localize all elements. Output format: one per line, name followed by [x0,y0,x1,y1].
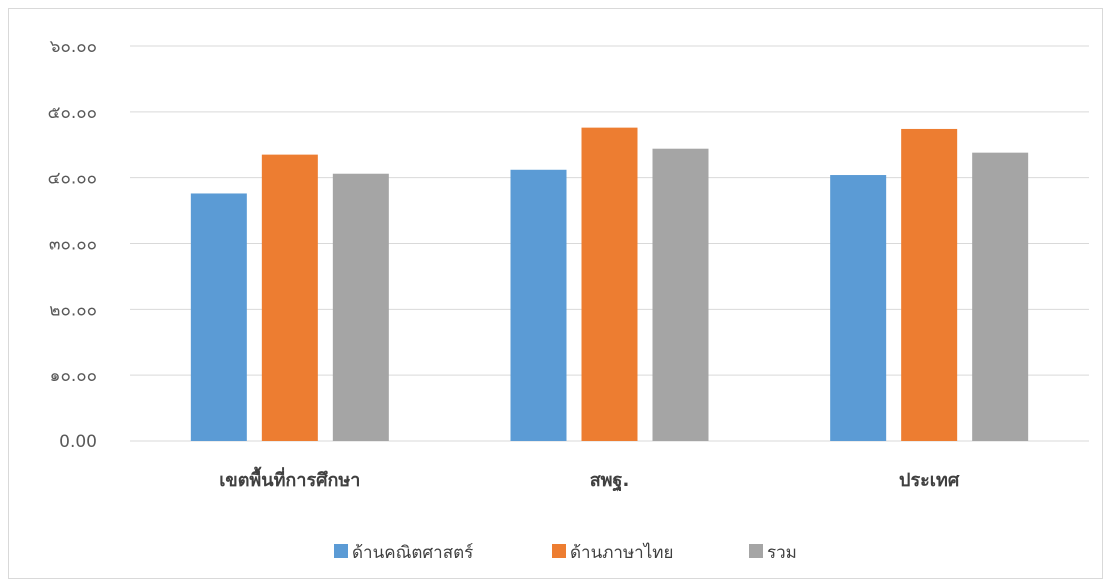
bar [510,169,567,441]
x-category-label: เขตพื้นที่การศึกษา [219,466,360,491]
y-tick-label: ๑๐.๐๐ [50,366,97,386]
bar [190,193,247,441]
legend-swatch [334,544,348,558]
bar [901,128,958,441]
x-axis-category-labels: เขตพื้นที่การศึกษา สพฐ. ประเทศ [219,466,960,492]
legend-label: ด้านคณิตศาสตร์ [352,543,473,563]
y-tick-label: ๕๐.๐๐ [48,103,97,123]
legend-label: ด้านภาษาไทย [570,542,673,563]
chart-frame: 0.00 ๑๐.๐๐ ๒๐.๐๐ ๓๐.๐๐ ๔๐.๐๐ ๕๐.๐๐ ๖๐.๐๐ เขตพื… [8,8,1103,579]
legend-item: ด้านภาษาไทย [552,542,673,563]
y-tick-label: ๔๐.๐๐ [48,169,97,189]
y-tick-label: ๒๐.๐๐ [49,300,97,320]
legend-label: รวม [767,543,797,563]
bar [972,152,1029,441]
bars [190,127,1029,442]
bar-chart: 0.00 ๑๐.๐๐ ๒๐.๐๐ ๓๐.๐๐ ๔๐.๐๐ ๕๐.๐๐ ๖๐.๐๐ เขตพื… [48,37,1089,563]
bar [332,173,389,441]
y-tick-label: ๓๐.๐๐ [49,235,97,255]
y-tick-label: 0.00 [59,432,97,452]
y-tick-label: ๖๐.๐๐ [50,37,97,57]
legend: ด้านคณิตศาสตร์ ด้านภาษาไทย รวม [334,542,797,563]
legend-item: ด้านคณิตศาสตร์ [334,543,473,563]
legend-item: รวม [749,543,797,563]
x-category-label: สพฐ. [590,470,630,492]
bar [261,154,318,441]
legend-swatch [749,544,763,558]
legend-swatch [552,544,566,558]
bar [581,127,638,441]
x-category-label: ประเทศ [899,470,960,491]
bar [830,175,887,442]
bar [652,148,709,441]
y-axis-tick-labels: 0.00 ๑๐.๐๐ ๒๐.๐๐ ๓๐.๐๐ ๔๐.๐๐ ๕๐.๐๐ ๖๐.๐๐ [48,37,97,452]
